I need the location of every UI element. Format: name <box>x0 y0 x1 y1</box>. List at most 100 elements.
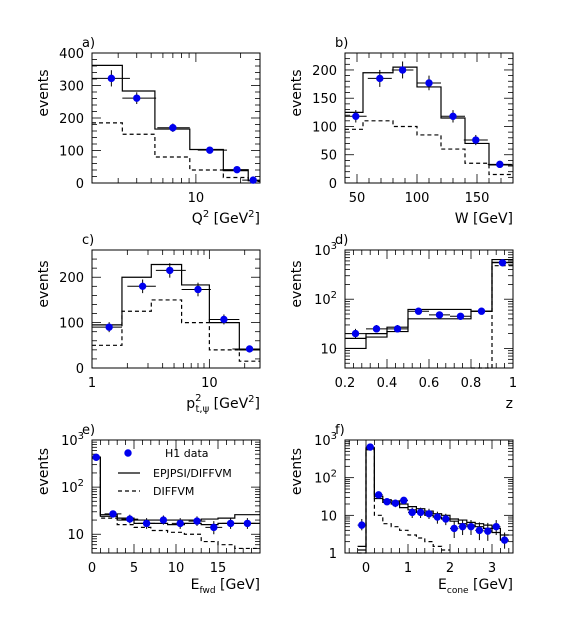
x-tick-label: 100 <box>405 191 430 206</box>
panel-label: c) <box>82 233 94 248</box>
data-point <box>456 312 465 320</box>
data-point <box>166 266 174 275</box>
panel-f: 1 10 102 103 0 1 2 3 f) events <box>289 423 514 576</box>
x-axis-label: p2 t,ψ [GeV2] <box>186 393 260 415</box>
y-axis-label: events <box>289 448 305 495</box>
data-point <box>372 325 381 333</box>
x-tick-label: 5 <box>130 561 138 576</box>
data-point <box>492 522 500 531</box>
x-tick-label: 0.6 <box>419 376 440 391</box>
data-point <box>374 491 383 499</box>
data-point <box>425 510 433 518</box>
data-point <box>249 176 257 184</box>
data-point <box>484 527 492 535</box>
legend-diffvm-label: DIFFVM <box>153 485 194 498</box>
data-point <box>169 124 177 132</box>
y-tick-label: 102 <box>314 290 337 308</box>
data-point <box>408 508 416 517</box>
data-point <box>416 508 425 517</box>
y-axis-label: events <box>289 69 305 116</box>
plot-frame <box>91 249 261 369</box>
data-point <box>142 519 151 528</box>
data-point <box>220 315 228 324</box>
data-point <box>351 329 360 338</box>
data-point <box>477 307 486 315</box>
y-tick-label: 0 <box>76 362 84 377</box>
data-point <box>475 526 484 535</box>
y-tick-label: 100 <box>59 145 84 160</box>
data-point <box>496 160 504 169</box>
y-tick-label: 100 <box>59 317 84 332</box>
x-tick-label: 0 <box>362 561 370 576</box>
epjpsi-histogram <box>92 64 260 182</box>
x-tick-label: 10 <box>168 561 185 576</box>
data-point <box>107 74 116 83</box>
data-point <box>376 74 384 83</box>
x-tick-label: 0.2 <box>335 376 356 391</box>
x-tick-label: 1 <box>404 561 412 576</box>
epjpsi-histogram <box>92 263 260 351</box>
x-tick-label: 0 <box>88 561 96 576</box>
y-tick-label: 1 <box>329 547 337 562</box>
data-point <box>467 522 475 531</box>
data-point <box>109 510 117 518</box>
data-point <box>233 165 241 174</box>
x-tick-label: 0.4 <box>377 376 398 391</box>
data-point <box>105 323 113 331</box>
data-point <box>391 499 400 507</box>
data-point <box>194 285 202 294</box>
y-tick-label: 50 <box>320 149 337 164</box>
data-point <box>138 282 147 291</box>
y-axis-label: events <box>289 260 305 307</box>
x-tick-label: 0.8 <box>461 376 482 391</box>
y-tick-label: 200 <box>59 271 84 286</box>
panel-label: d) <box>335 233 348 248</box>
data-point <box>498 259 507 267</box>
x-tick-label: 10 <box>188 191 205 206</box>
data-point <box>159 516 168 524</box>
y-tick-label: 200 <box>59 112 84 127</box>
panel-label: f) <box>335 423 345 438</box>
data-point <box>400 496 408 505</box>
data-point <box>433 513 442 521</box>
y-axis-label: events <box>36 448 52 495</box>
x-tick-label: 3 <box>488 561 496 576</box>
data-point <box>472 136 480 144</box>
panel-b: 0 50 100 150 200 50 100 150 b) events <box>289 36 514 206</box>
epjpsi-histogram <box>345 261 513 350</box>
data-point <box>206 146 214 154</box>
panel-d: 10 102 103 0.2 0.4 0.6 0.8 1 d) events <box>289 233 517 391</box>
y-tick-label: 200 <box>312 64 337 79</box>
data-point <box>210 523 218 532</box>
data-point <box>435 311 444 319</box>
epjpsi-histogram <box>92 456 260 526</box>
y-axis-label: events <box>36 69 52 116</box>
y-tick-label: 0 <box>329 177 337 192</box>
x-tick-label: 1 <box>88 376 96 391</box>
data-point <box>450 524 458 533</box>
legend: H1 data EPJPSI/DIFFVM DIFFVM <box>118 447 232 498</box>
data-point <box>500 536 509 544</box>
panel-e: 10 102 103 0 5 10 15 e) events <box>36 423 261 576</box>
x-tick-label: 2 <box>446 561 454 576</box>
diffvm-histogram <box>92 122 260 182</box>
legend-data-label: H1 data <box>165 447 209 460</box>
x-tick-label: 15 <box>210 561 227 576</box>
data-point <box>126 515 134 523</box>
diffvm-histogram <box>92 299 260 362</box>
data-point <box>442 515 450 523</box>
x-axis-label: Efwd [GeV] <box>191 577 260 596</box>
data-point <box>92 453 100 461</box>
y-tick-label: 100 <box>312 120 337 135</box>
panel-a: 0 100 200 300 400 10 a) events <box>36 36 261 206</box>
data-point <box>176 519 184 528</box>
data-point <box>243 519 252 528</box>
y-tick-label: 400 <box>59 47 84 62</box>
diffvm-histogram <box>92 456 260 550</box>
data-point <box>358 521 366 529</box>
data-point <box>383 498 391 506</box>
data-point <box>458 522 467 531</box>
x-tick-label: 1 <box>509 376 517 391</box>
data-point <box>366 443 374 451</box>
